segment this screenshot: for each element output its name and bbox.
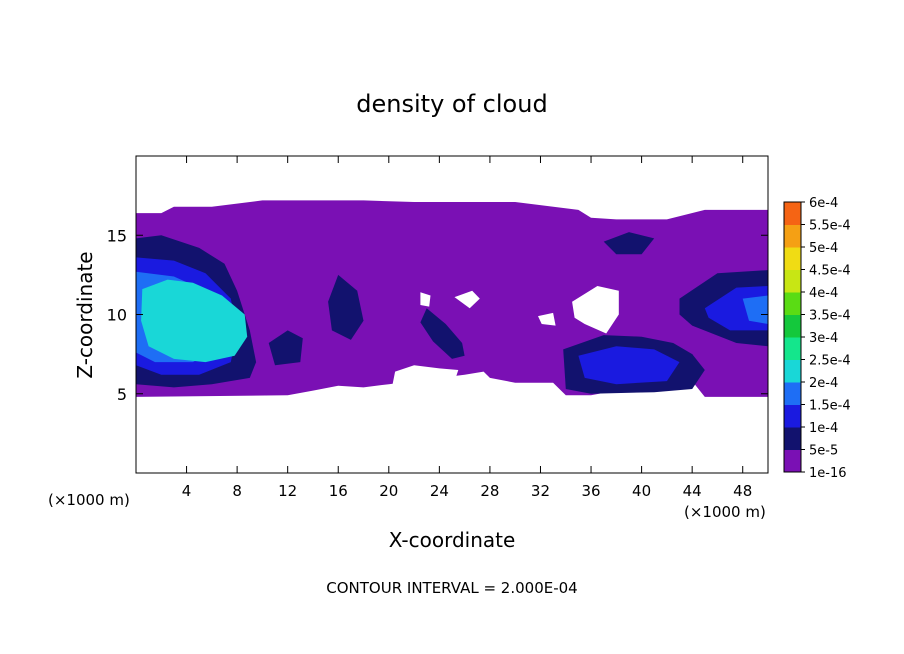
colorbar-swatch (784, 202, 801, 225)
clear-region-1 (392, 365, 459, 397)
x-tick-label: 40 (632, 482, 651, 500)
x-tick-label: 24 (430, 482, 449, 500)
y-axis-label: Z-coordinate (73, 251, 97, 378)
colorbar-swatch (784, 314, 801, 338)
contour-region-13 (141, 279, 248, 363)
contour-region-7 (603, 232, 655, 255)
x-tick-label: 28 (480, 482, 499, 500)
x-tick-label: 20 (379, 482, 398, 500)
colorbar-label: 1e-4 (809, 421, 838, 436)
x-axis-label: X-coordinate (389, 528, 516, 552)
colorbar-swatch (784, 269, 801, 293)
colorbar-swatch (784, 404, 801, 428)
colorbar-label: 2e-4 (809, 376, 838, 391)
colorbar-label: 4.5e-4 (809, 264, 851, 279)
x-axis-ticks: 4 8 12 16 20 24 28 32 36 40 44 48 (182, 156, 752, 500)
colorbar-swatch (784, 224, 801, 248)
colorbar-swatch (784, 337, 801, 360)
contour-region-9 (578, 346, 680, 385)
colorbar-label: 1e-16 (809, 466, 847, 481)
x-tick-label: 36 (581, 482, 600, 500)
colorbar-legend: 1e-16 5e-5 1e-4 1.5e-4 2e-4 2.5e-4 3e-4 3.5e-4 4… (783, 196, 851, 481)
colorbar-swatch (784, 382, 801, 405)
colorbar-swatch (784, 359, 801, 383)
colorbar-swatch (784, 449, 801, 473)
chart-title: density of cloud (356, 90, 547, 118)
x-tick-label: 44 (683, 482, 702, 500)
colorbar-swatch (784, 427, 801, 450)
clear-region-2 (454, 290, 480, 309)
colorbar-label: 5e-5 (809, 444, 838, 459)
contour-region-12 (742, 295, 768, 324)
contour-interval-note: CONTOUR INTERVAL = 2.000E-04 (326, 579, 577, 597)
x-unit-left-label: (×1000 m) (48, 491, 130, 509)
x-tick-label: 48 (733, 482, 752, 500)
y-tick-label: 15 (107, 226, 127, 245)
contour-region-5 (328, 274, 364, 340)
colorbar-label: 4e-4 (809, 286, 838, 301)
x-tick-label: 4 (182, 482, 192, 500)
y-axis-ticks: 5 10 15 (107, 226, 768, 404)
contour-fill-area (136, 200, 768, 397)
clear-region-3 (420, 292, 431, 307)
clear-region-0 (572, 286, 619, 334)
contour-region-4 (420, 308, 465, 359)
contour-region-6 (268, 330, 303, 366)
x-tick-label: 16 (329, 482, 348, 500)
colorbar-label: 5.5e-4 (809, 219, 851, 234)
colorbar-swatch (784, 247, 801, 270)
colorbar-label: 2.5e-4 (809, 354, 851, 369)
colorbar-label: 6e-4 (809, 196, 838, 211)
colorbar-label: 1.5e-4 (809, 399, 851, 414)
x-tick-label: 12 (278, 482, 297, 500)
colorbar-swatch (784, 292, 801, 315)
colorbar-label: 3e-4 (809, 331, 838, 346)
x-tick-label: 32 (531, 482, 550, 500)
x-tick-label: 8 (232, 482, 242, 500)
colorbar-label: 5e-4 (809, 241, 838, 256)
clear-region-4 (538, 312, 556, 326)
x-unit-right-label: (×1000 m) (684, 503, 766, 521)
y-tick-label: 5 (117, 385, 127, 404)
y-tick-label: 10 (107, 306, 127, 325)
colorbar-label: 3.5e-4 (809, 309, 851, 324)
